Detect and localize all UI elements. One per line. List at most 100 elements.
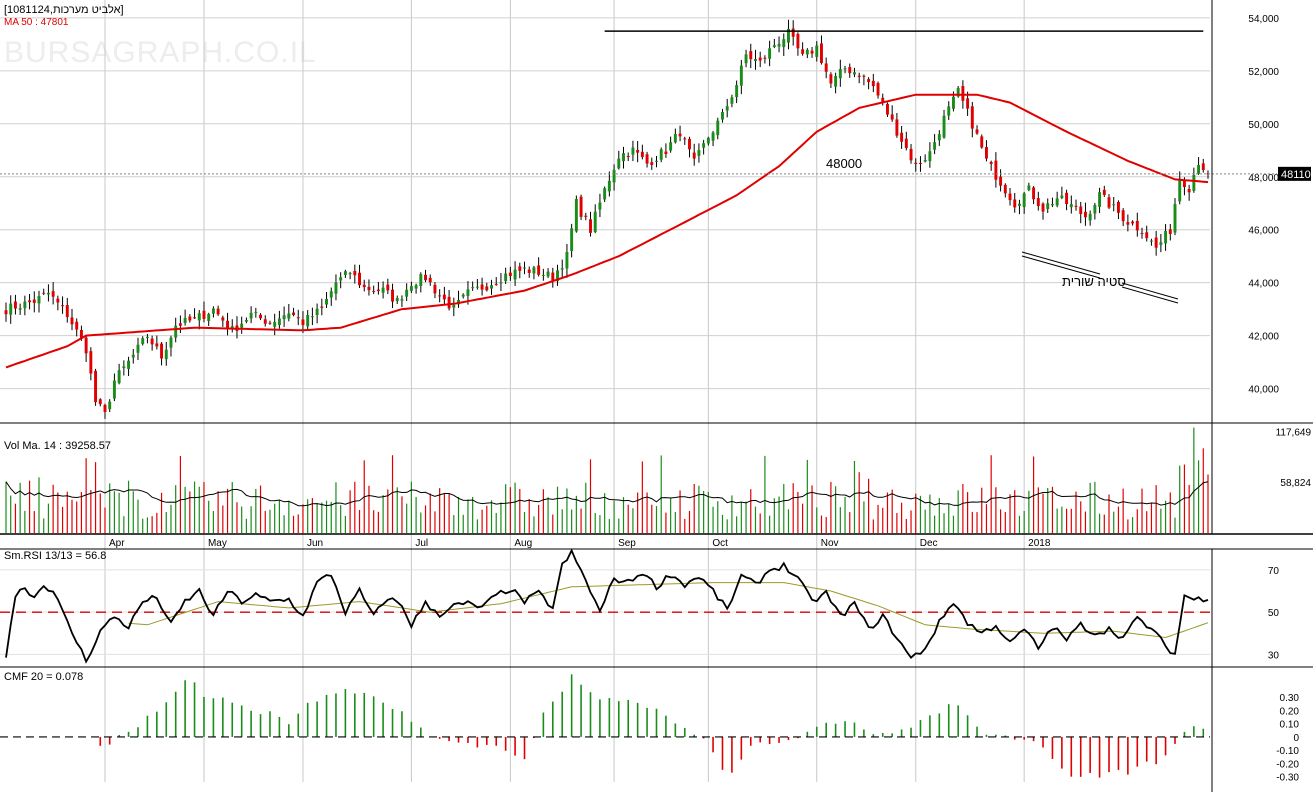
candle-body <box>127 360 131 369</box>
candle-body <box>1102 189 1106 195</box>
candle-body <box>904 138 908 149</box>
candle-body <box>4 310 8 315</box>
candle-body <box>94 370 98 403</box>
divergence-line <box>1121 282 1179 300</box>
candle-body <box>541 275 545 277</box>
candle-body <box>579 196 583 217</box>
price-tick-label: 48,000 <box>1248 173 1279 184</box>
cmf-tick-label: -0.30 <box>1276 773 1299 784</box>
candle-body <box>9 303 13 315</box>
candle-body <box>226 320 230 329</box>
candle-body <box>1197 164 1201 174</box>
cmf-tick-label: -0.10 <box>1276 746 1299 757</box>
candle-body <box>174 325 178 338</box>
candle-body <box>678 133 682 137</box>
candle-body <box>862 75 866 77</box>
watermark: BURSAGRAPH.CO.IL <box>4 36 317 69</box>
candle-body <box>136 344 140 353</box>
candle-body <box>655 160 658 162</box>
rsi-tick-label: 30 <box>1268 650 1280 661</box>
candle-body <box>273 321 277 327</box>
candle-body <box>749 51 753 60</box>
candle-body <box>853 72 856 75</box>
candle-body <box>1079 206 1083 214</box>
candle-body <box>1003 184 1007 194</box>
candle-body <box>70 317 74 325</box>
month-label: Nov <box>821 538 839 549</box>
candle-body <box>669 142 673 151</box>
candle-body <box>937 134 941 141</box>
candle-body <box>688 138 691 150</box>
candle-body <box>1182 179 1186 188</box>
month-axis: Apr May Jun Jul Aug Sep Oct Nov Dec 2018 <box>109 538 1051 549</box>
candle-body <box>13 301 17 309</box>
rsi-tick-label: 50 <box>1268 608 1280 619</box>
cmf-panel: 0.30 0.20 0.10 0 -0.10 -0.20 -0.30 CMF 20 = 0.… <box>0 671 1299 784</box>
candle-body <box>339 277 343 281</box>
candle-body <box>1192 174 1196 191</box>
candle-body <box>438 295 442 297</box>
candle-body <box>18 308 22 310</box>
candle-body <box>28 300 32 303</box>
rsi-signal-line <box>128 582 1209 639</box>
candle-body <box>730 97 734 104</box>
candle-body <box>89 351 93 374</box>
candle-body <box>820 43 823 64</box>
candle-body <box>244 319 248 322</box>
candle-body <box>405 289 409 297</box>
candle-body <box>367 286 371 291</box>
candle-body <box>282 315 286 320</box>
cmf-axis: 0.30 0.20 0.10 0 -0.10 -0.20 -0.30 <box>1276 693 1299 784</box>
candle-body <box>277 318 281 326</box>
month-label: 2018 <box>1028 538 1051 549</box>
candle-body <box>409 286 413 291</box>
candle-body <box>867 79 871 83</box>
cmf-bars <box>99 674 1205 778</box>
candle-body <box>636 149 640 153</box>
candle-body <box>1126 222 1130 225</box>
price-tick-label: 44,000 <box>1248 279 1279 290</box>
candle-body <box>1074 205 1078 207</box>
candle-body <box>1121 210 1125 222</box>
candle-body <box>424 274 427 281</box>
candle-body <box>306 314 310 327</box>
grid-lines <box>0 0 1210 782</box>
candle-body <box>197 313 201 321</box>
candle-body <box>626 155 630 157</box>
candle-body <box>650 162 654 165</box>
candle-body <box>1093 205 1097 214</box>
candle-body <box>1083 211 1087 218</box>
month-label: Aug <box>514 538 532 549</box>
candle-body <box>1178 178 1182 202</box>
candle-body <box>895 119 899 136</box>
candle-body <box>1055 198 1059 206</box>
candle-body <box>966 98 970 109</box>
candle-body <box>810 50 814 54</box>
candle-body <box>160 343 164 359</box>
candle-body <box>343 271 347 275</box>
candle-body <box>98 399 102 405</box>
ma50-line <box>5 93 1209 369</box>
divergence-line <box>1021 255 1101 279</box>
candle-body <box>942 115 946 138</box>
candle-body <box>711 132 715 141</box>
candle-body <box>353 270 357 276</box>
candle-body <box>919 162 922 164</box>
candle-body <box>815 45 819 57</box>
candle-body <box>381 287 385 293</box>
candle-body <box>1046 203 1050 209</box>
cmf-tick-label: 0 <box>1293 733 1299 744</box>
candle-body <box>565 252 569 269</box>
month-label: Dec <box>920 538 938 549</box>
candle-body <box>523 267 526 269</box>
cmf-tick-label: 0.30 <box>1280 693 1300 704</box>
candle-body <box>838 69 842 79</box>
candle-body <box>956 87 960 97</box>
candle-body <box>169 337 173 348</box>
candle-body <box>574 198 578 232</box>
candle-body <box>249 312 253 319</box>
candles <box>4 19 1210 419</box>
candle-body <box>593 211 597 232</box>
price-tick-label: 54,000 <box>1248 14 1279 25</box>
